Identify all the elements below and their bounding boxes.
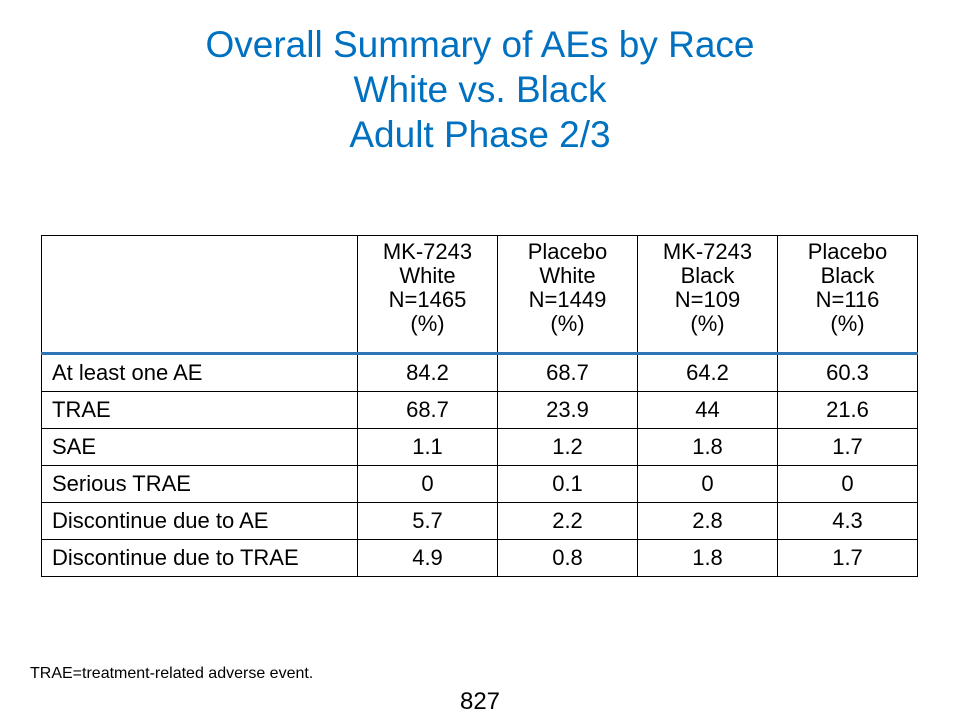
cell-value: 1.2 (497, 428, 638, 466)
cell-value: 0.1 (497, 465, 638, 503)
row-label: Discontinue due to TRAE (41, 539, 358, 577)
header-line: MK-7243 (662, 239, 753, 264)
cell-value: 64.2 (637, 353, 778, 392)
table-header-row: MK-7243 White N=1465 (%) Placebo White N… (41, 235, 918, 355)
cell-value: 2.8 (637, 502, 778, 540)
header-line: Placebo (527, 239, 608, 264)
title-line-2: White vs. Black (353, 69, 607, 110)
cell-value: 1.7 (777, 428, 918, 466)
row-label: SAE (41, 428, 358, 466)
header-line: Black (820, 263, 875, 288)
row-label: Serious TRAE (41, 465, 358, 503)
header-line: Placebo (807, 239, 888, 264)
table-row: Serious TRAE 0 0.1 0 0 (41, 465, 918, 503)
cell-value: 1.1 (357, 428, 498, 466)
row-label: Discontinue due to AE (41, 502, 358, 540)
header-line: White (539, 263, 596, 288)
cell-value: 0 (777, 465, 918, 503)
cell-value: 2.2 (497, 502, 638, 540)
footnote: TRAE=treatment-related adverse event. (30, 665, 314, 682)
header-line: N=109 (674, 287, 741, 312)
title-line-1: Overall Summary of AEs by Race (205, 24, 755, 65)
header-line: N=116 (815, 287, 880, 312)
cell-value: 0.8 (497, 539, 638, 577)
header-line: (%) (410, 311, 445, 336)
row-label: TRAE (41, 391, 358, 429)
header-line: White (399, 263, 456, 288)
header-line: (%) (830, 311, 865, 336)
table-row: TRAE 68.7 23.9 44 21.6 (41, 391, 918, 429)
cell-value: 0 (357, 465, 498, 503)
cell-value: 0 (637, 465, 778, 503)
table-row: At least one AE 84.2 68.7 64.2 60.3 (41, 353, 918, 392)
header-line: Black (680, 263, 735, 288)
cell-value: 84.2 (357, 353, 498, 392)
cell-value: 1.8 (637, 428, 778, 466)
table-row: Discontinue due to TRAE 4.9 0.8 1.8 1.7 (41, 539, 918, 577)
cell-value: 44 (637, 391, 778, 429)
header-mk7243-black: MK-7243 Black N=109 (%) (637, 235, 778, 355)
cell-value: 1.8 (637, 539, 778, 577)
header-placebo-black: Placebo Black N=116 (%) (777, 235, 918, 355)
header-line: (%) (550, 311, 585, 336)
cell-value: 4.9 (357, 539, 498, 577)
cell-value: 60.3 (777, 353, 918, 392)
row-label: At least one AE (41, 353, 358, 392)
cell-value: 68.7 (497, 353, 638, 392)
cell-value: 4.3 (777, 502, 918, 540)
header-placebo-white: Placebo White N=1449 (%) (497, 235, 638, 355)
page-number: 827 (459, 688, 501, 715)
cell-value: 1.7 (777, 539, 918, 577)
header-blank-cell (41, 235, 358, 355)
header-line: (%) (690, 311, 725, 336)
header-mk7243-white: MK-7243 White N=1465 (%) (357, 235, 498, 355)
cell-value: 21.6 (777, 391, 918, 429)
header-line: N=1465 (388, 287, 467, 312)
title-line-3: Adult Phase 2/3 (349, 114, 611, 155)
slide-title: Overall Summary of AEs by Race White vs.… (0, 22, 960, 157)
cell-value: 68.7 (357, 391, 498, 429)
header-line: N=1449 (528, 287, 607, 312)
cell-value: 23.9 (497, 391, 638, 429)
table-row: SAE 1.1 1.2 1.8 1.7 (41, 428, 918, 466)
ae-summary-table: MK-7243 White N=1465 (%) Placebo White N… (41, 235, 918, 577)
table-row: Discontinue due to AE 5.7 2.2 2.8 4.3 (41, 502, 918, 540)
header-line: MK-7243 (382, 239, 473, 264)
cell-value: 5.7 (357, 502, 498, 540)
